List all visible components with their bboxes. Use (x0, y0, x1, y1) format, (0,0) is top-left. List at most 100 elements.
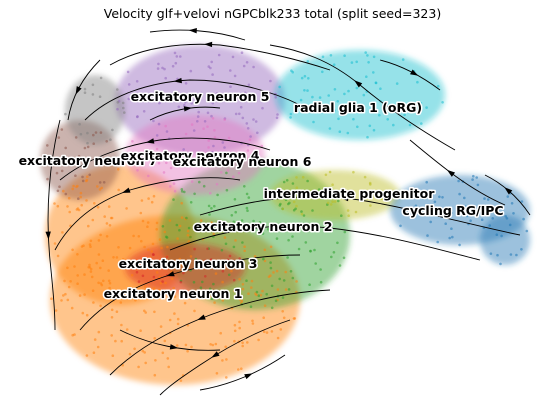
cell-point (153, 310, 156, 314)
cell-point (228, 254, 232, 258)
cell-point (183, 301, 187, 305)
cell-point (133, 347, 136, 351)
cluster-label: cycling RG/IPC (402, 203, 503, 218)
cell-point (234, 210, 237, 214)
cell-point (81, 311, 85, 315)
cell-point (172, 286, 175, 290)
cell-point (333, 109, 336, 112)
cell-point (180, 216, 184, 219)
cell-point (278, 277, 282, 281)
cell-point (352, 117, 355, 121)
cell-point (233, 329, 237, 333)
cell-point (80, 203, 83, 207)
cell-point (252, 118, 255, 121)
cell-point (122, 260, 126, 263)
cell-point (384, 199, 388, 203)
cell-point (161, 66, 164, 70)
cluster-label: radial glia 1 (oRG) (294, 100, 422, 115)
cell-point (186, 349, 189, 353)
streamline (79, 254, 301, 331)
cell-point (99, 131, 103, 134)
cell-point (77, 208, 81, 212)
cell-point (116, 101, 120, 104)
cell-point (263, 248, 267, 252)
cell-point (67, 285, 71, 289)
cell-point (458, 243, 461, 247)
cell-point (489, 252, 493, 255)
cell-point (504, 215, 508, 218)
cell-point (324, 173, 328, 177)
cell-point (56, 189, 60, 193)
cell-point (242, 64, 246, 68)
cell-point (237, 368, 240, 371)
cell-point (243, 245, 246, 248)
cell-point (337, 117, 340, 121)
cell-point (486, 198, 490, 201)
cell-point (184, 265, 187, 269)
cell-point (155, 228, 158, 231)
cell-point (333, 88, 337, 91)
cell-point (97, 253, 101, 256)
cell-point (252, 219, 255, 223)
cell-point (108, 286, 111, 290)
cell-point (88, 266, 92, 269)
cell-point (196, 115, 200, 118)
cell-point (166, 245, 169, 249)
cell-point (246, 209, 249, 212)
cell-point (203, 297, 207, 300)
cluster-region (270, 170, 400, 220)
cell-point (168, 156, 172, 160)
cell-point (441, 196, 444, 199)
cell-point (247, 292, 250, 296)
cell-point (241, 341, 244, 345)
cell-point (171, 64, 175, 68)
cell-point (165, 235, 168, 239)
cell-point (56, 254, 60, 258)
cell-point (252, 65, 255, 69)
cell-point (70, 306, 74, 310)
streamline (149, 106, 221, 121)
cell-point (200, 91, 203, 95)
cell-point (253, 254, 257, 258)
cell-point (269, 274, 272, 278)
cell-point (102, 279, 105, 283)
cell-point (159, 295, 162, 299)
streamline-arrow (45, 231, 51, 240)
cell-point (209, 191, 212, 195)
cell-point (111, 128, 114, 132)
cell-point (295, 204, 298, 208)
streamline (169, 225, 481, 261)
cell-point (101, 162, 104, 165)
cell-point (165, 161, 168, 165)
cell-point (183, 100, 187, 104)
cell-point (245, 122, 249, 125)
cell-point (250, 279, 254, 283)
cell-point (86, 131, 89, 135)
cell-point (210, 60, 213, 64)
cell-point (196, 156, 200, 159)
cell-point (157, 62, 160, 66)
cell-point (301, 175, 305, 179)
cell-point (272, 271, 275, 274)
cell-point (182, 271, 185, 275)
cell-point (204, 259, 207, 263)
cell-point (79, 195, 82, 199)
cell-point (115, 310, 119, 314)
cell-point (170, 277, 174, 281)
cell-point (211, 73, 214, 76)
cell-point (161, 289, 164, 292)
cell-point (248, 138, 252, 141)
velocity-streamlines (45, 27, 531, 396)
cell-point (50, 297, 53, 301)
cell-point (221, 359, 224, 362)
cell-point (128, 352, 132, 356)
cell-point (338, 264, 342, 267)
cell-point (241, 241, 244, 244)
cell-point (321, 197, 324, 200)
cell-point (212, 144, 215, 148)
cell-point (520, 200, 524, 203)
cell-point (241, 287, 245, 291)
cell-point (95, 261, 98, 265)
cell-point (172, 198, 175, 201)
cell-point (234, 239, 237, 242)
